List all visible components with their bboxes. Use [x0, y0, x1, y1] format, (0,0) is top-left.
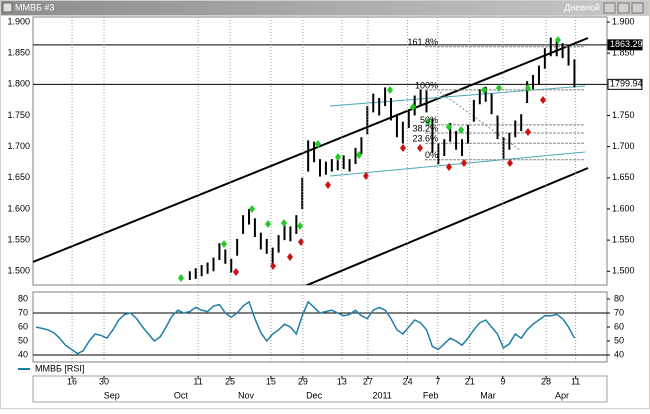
- price-box: [607, 39, 643, 51]
- y-tick-label: 1.600: [7, 203, 30, 213]
- fib-label: 100%: [415, 80, 438, 90]
- rsi-tick-label: 80: [18, 293, 28, 303]
- timeframe: Дневной: [564, 2, 600, 12]
- month-label: Apr: [555, 390, 569, 400]
- month-label: Sep: [104, 390, 120, 400]
- rsi-tick-label: 70: [18, 307, 28, 317]
- fib-label: 50%: [420, 115, 438, 125]
- price-box-label: 1799.94: [610, 79, 643, 89]
- price-panel: [32, 16, 608, 286]
- date-axis: [32, 375, 608, 403]
- window-icon: [2, 2, 13, 13]
- fib-label: 23.6%: [412, 134, 438, 144]
- y-tick-label: 1.800: [7, 79, 30, 89]
- y-tick-label: 1.700: [7, 141, 30, 151]
- x-tick-label: 9: [500, 376, 505, 386]
- month-label: Feb: [423, 390, 439, 400]
- x-tick-label: 15: [266, 376, 276, 386]
- y-tick-label: 1.700: [612, 141, 635, 151]
- fib-label: 0%: [425, 150, 438, 160]
- rsi-line: [35, 300, 576, 355]
- trend-line: [304, 167, 589, 285]
- rsi-tick-label: 50: [614, 335, 624, 345]
- price-box: [607, 78, 643, 90]
- month-label: 2011: [372, 390, 391, 400]
- rsi-tick-label: 40: [18, 349, 28, 359]
- y-tick-label: 1.550: [7, 235, 30, 245]
- x-tick-label: 24: [403, 376, 413, 386]
- x-tick-label: 7: [435, 376, 440, 386]
- x-tick-label: 27: [363, 376, 373, 386]
- rsi-tick-label: 40: [614, 349, 624, 359]
- maximize-button[interactable]: [617, 2, 630, 14]
- rsi-tick-label: 60: [18, 321, 28, 331]
- rsi-tick-label: 70: [614, 307, 624, 317]
- rsi-tick-label: 80: [614, 293, 624, 303]
- y-tick-label: 1.650: [612, 172, 635, 182]
- price-box-label: 1863.29: [610, 39, 643, 49]
- y-tick-label: 1.500: [7, 266, 30, 276]
- y-tick-label: 1.850: [612, 48, 635, 58]
- y-tick-label: 1.900: [7, 16, 30, 26]
- x-tick-label: 13: [337, 376, 347, 386]
- y-tick-label: 1.550: [612, 235, 635, 245]
- y-tick-label: 1.500: [612, 266, 635, 276]
- month-label: Dec: [306, 390, 323, 400]
- title-bar: [1, 1, 649, 15]
- x-tick-label: 11: [193, 376, 202, 386]
- window-title: ММВБ #3: [15, 2, 54, 12]
- month-label: Nov: [238, 390, 255, 400]
- x-tick-label: 29: [298, 376, 308, 386]
- fib-label: 161.8%: [407, 37, 438, 47]
- y-tick-label: 1.750: [7, 110, 30, 120]
- fib-label: 38.2%: [412, 123, 438, 133]
- minimize-button[interactable]: [603, 2, 616, 14]
- x-tick-label: 25: [225, 376, 235, 386]
- fib-diagonal: [439, 91, 521, 151]
- channel-line: [329, 151, 586, 177]
- y-tick-label: 1.600: [612, 203, 635, 213]
- rsi-tick-label: 50: [18, 335, 28, 345]
- y-tick-label: 1.750: [612, 110, 635, 120]
- rsi-tick-label: 60: [614, 321, 624, 331]
- x-tick-label: 28: [541, 376, 551, 386]
- x-tick-label: 11: [571, 376, 580, 386]
- month-label: Oct: [174, 390, 189, 400]
- y-tick-label: 1.850: [7, 48, 30, 58]
- x-tick-label: 21: [465, 376, 475, 386]
- x-tick-label: 30: [99, 376, 109, 386]
- y-tick-label: 1.900: [612, 16, 635, 26]
- chart-area: [1, 16, 649, 408]
- x-tick-label: 16: [67, 376, 77, 386]
- close-button[interactable]: [631, 2, 644, 14]
- trend-line: [33, 37, 589, 263]
- legend-label: ММВБ [RSI]: [35, 363, 84, 373]
- y-tick-label: 1.650: [7, 172, 30, 182]
- month-label: Mar: [480, 390, 496, 400]
